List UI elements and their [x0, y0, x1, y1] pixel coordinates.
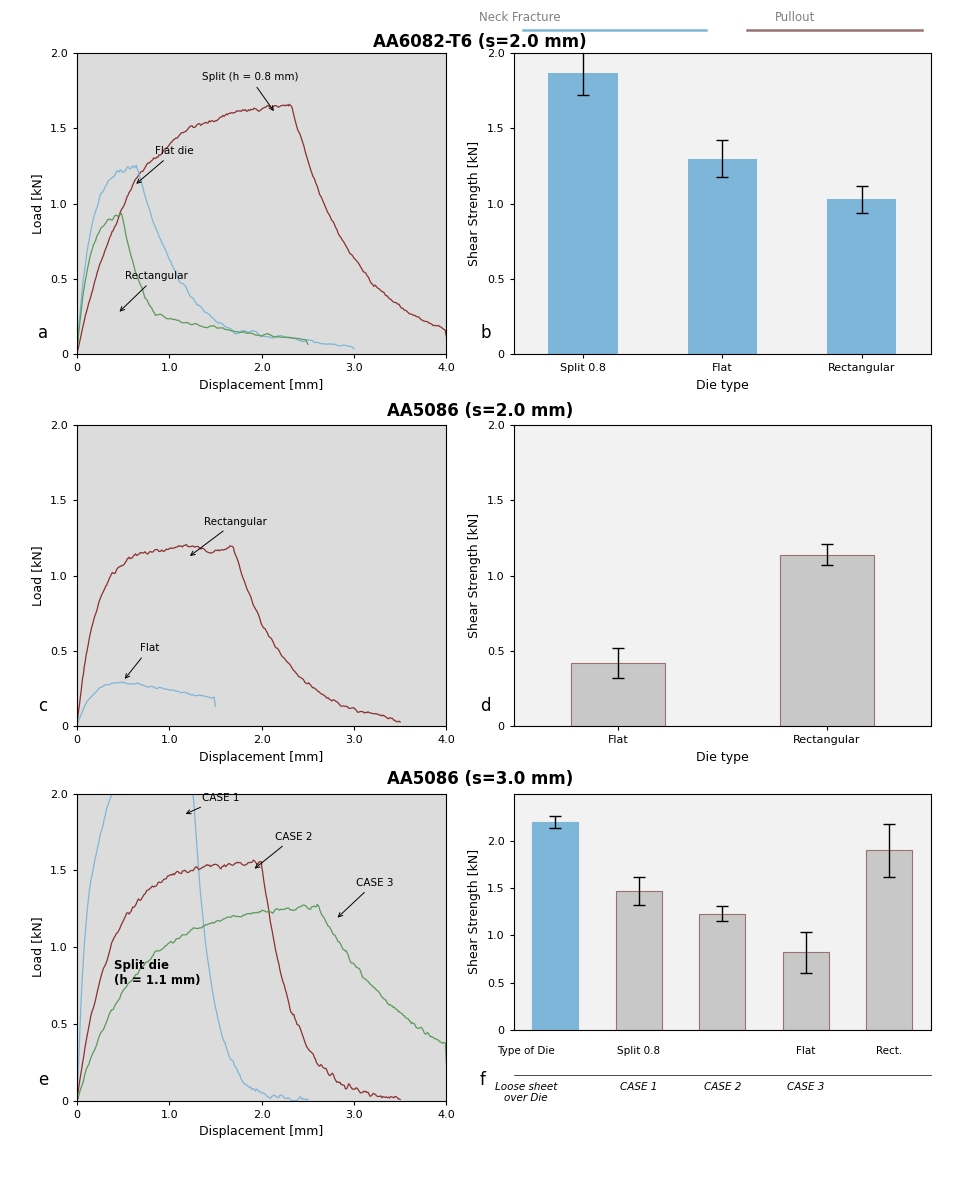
- X-axis label: Displacement [mm]: Displacement [mm]: [200, 751, 324, 764]
- Text: AA6082-T6 (s=2.0 mm): AA6082-T6 (s=2.0 mm): [373, 33, 587, 51]
- Text: Split 0.8: Split 0.8: [617, 1046, 660, 1056]
- Y-axis label: Shear Strength [kN]: Shear Strength [kN]: [468, 142, 481, 266]
- Text: AA5086 (s=2.0 mm): AA5086 (s=2.0 mm): [387, 402, 573, 419]
- Text: CASE 1: CASE 1: [620, 1082, 658, 1091]
- Text: d: d: [480, 697, 491, 715]
- Text: Split (h = 0.8 mm): Split (h = 0.8 mm): [202, 72, 298, 110]
- Text: Flat die: Flat die: [137, 146, 194, 183]
- X-axis label: Die type: Die type: [696, 379, 749, 392]
- Text: CASE 2: CASE 2: [704, 1082, 741, 1091]
- Bar: [827, 200, 897, 354]
- Bar: [687, 158, 757, 354]
- Text: c: c: [38, 697, 48, 715]
- Text: Rectangular: Rectangular: [120, 270, 188, 311]
- Point: [634, 1040, 645, 1055]
- Text: Split die
(h = 1.1 mm): Split die (h = 1.1 mm): [113, 959, 201, 987]
- Bar: [783, 952, 828, 1030]
- Text: Flat: Flat: [126, 642, 159, 678]
- Y-axis label: Load [kN]: Load [kN]: [32, 546, 44, 606]
- Text: CASE 3: CASE 3: [787, 1082, 825, 1091]
- Text: CASE 1: CASE 1: [186, 794, 239, 814]
- Text: CASE 2: CASE 2: [255, 831, 313, 868]
- Text: e: e: [38, 1071, 49, 1089]
- Bar: [533, 822, 578, 1030]
- X-axis label: Displacement [mm]: Displacement [mm]: [200, 379, 324, 392]
- Text: a: a: [38, 325, 49, 342]
- Text: Loose sheet
over Die: Loose sheet over Die: [495, 1082, 558, 1103]
- Text: Type of Die: Type of Die: [497, 1046, 555, 1056]
- Bar: [548, 73, 618, 354]
- Bar: [700, 914, 745, 1030]
- X-axis label: Displacement [mm]: Displacement [mm]: [200, 1125, 324, 1138]
- Text: Rect.: Rect.: [876, 1046, 902, 1056]
- Text: Pullout: Pullout: [775, 11, 815, 24]
- Bar: [867, 850, 912, 1030]
- Text: Neck Fracture: Neck Fracture: [479, 11, 561, 24]
- Y-axis label: Load [kN]: Load [kN]: [32, 174, 44, 234]
- Bar: [616, 890, 661, 1030]
- X-axis label: Die type: Die type: [696, 751, 749, 764]
- Y-axis label: Shear Strength [kN]: Shear Strength [kN]: [468, 514, 481, 638]
- Text: Rectangular: Rectangular: [191, 516, 267, 555]
- Y-axis label: Load [kN]: Load [kN]: [32, 916, 44, 978]
- Bar: [571, 663, 665, 726]
- Text: CASE 3: CASE 3: [338, 877, 394, 916]
- Y-axis label: Shear Strength [kN]: Shear Strength [kN]: [468, 849, 481, 974]
- Point: [549, 1040, 561, 1055]
- Text: AA5086 (s=3.0 mm): AA5086 (s=3.0 mm): [387, 770, 573, 788]
- Text: b: b: [480, 325, 491, 342]
- Text: f: f: [480, 1071, 486, 1089]
- Bar: [780, 555, 874, 726]
- Text: Flat: Flat: [796, 1046, 816, 1056]
